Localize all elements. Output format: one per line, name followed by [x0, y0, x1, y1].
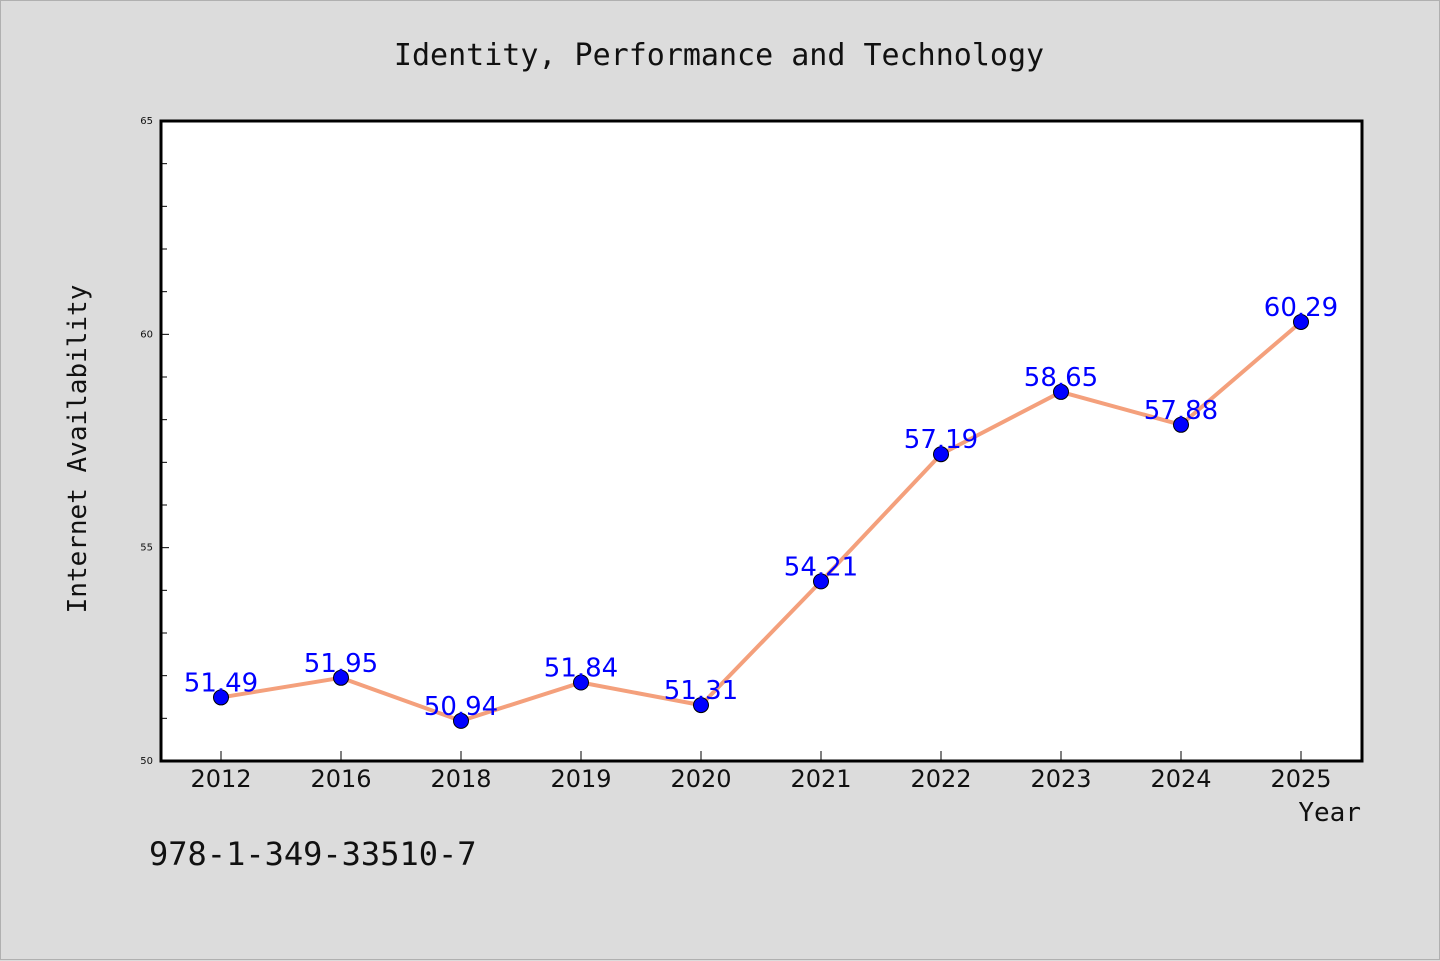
x-axis-ticks: 2012 2016 2018 2019 2020 2021 2022 2023 2024 2025	[190, 751, 1332, 793]
x-tick-label: 2023	[1030, 765, 1091, 793]
data-point	[933, 446, 949, 463]
y-tick-label: 55	[140, 543, 153, 554]
data-point	[333, 669, 349, 686]
x-tick-label: 2025	[1270, 765, 1331, 793]
x-tick-label: 2024	[1150, 765, 1211, 793]
plot-area	[159, 119, 1364, 763]
data-label: 54.21	[784, 552, 858, 582]
x-tick-label: 2020	[670, 765, 731, 793]
data-label: 60.29	[1264, 293, 1338, 323]
data-label: 51.49	[184, 668, 258, 698]
isbn-text: 978-1-349-33510-7	[149, 835, 477, 873]
x-tick-label: 2018	[430, 765, 491, 793]
data-point	[813, 573, 829, 590]
y-axis-ticks: 50 55 60 65	[140, 116, 169, 767]
data-point	[573, 674, 589, 691]
data-label: 51.84	[544, 653, 618, 683]
x-tick-label: 2019	[550, 765, 611, 793]
data-point	[1173, 416, 1189, 433]
x-tick-label: 2012	[190, 765, 251, 793]
data-point	[1053, 383, 1069, 400]
data-label: 51.31	[664, 676, 738, 706]
data-label: 50.94	[424, 692, 498, 722]
data-label: 58.65	[1024, 363, 1098, 393]
y-tick-label: 60	[140, 329, 153, 340]
y-tick-label: 65	[140, 116, 153, 127]
data-point	[693, 697, 709, 714]
series-line	[219, 319, 1303, 723]
data-point	[453, 712, 469, 729]
x-tick-label: 2021	[790, 765, 851, 793]
x-axis-label: Year	[1298, 798, 1361, 828]
y-axis-label: Internet Availability	[63, 285, 93, 614]
series-layer: 51.49 51.95 50.94 51.84 51.31 54.21 57.19 58.65…	[184, 293, 1338, 729]
chart-title: Identity, Performance and Technology	[394, 38, 1044, 73]
data-point	[1293, 313, 1309, 330]
x-tick-label: 2022	[910, 765, 971, 793]
data-point	[213, 689, 229, 706]
data-label: 57.88	[1144, 396, 1218, 426]
data-label: 51.95	[304, 649, 378, 679]
y-tick-label: 50	[140, 756, 153, 767]
data-label: 57.19	[904, 425, 978, 455]
x-tick-label: 2016	[310, 765, 371, 793]
